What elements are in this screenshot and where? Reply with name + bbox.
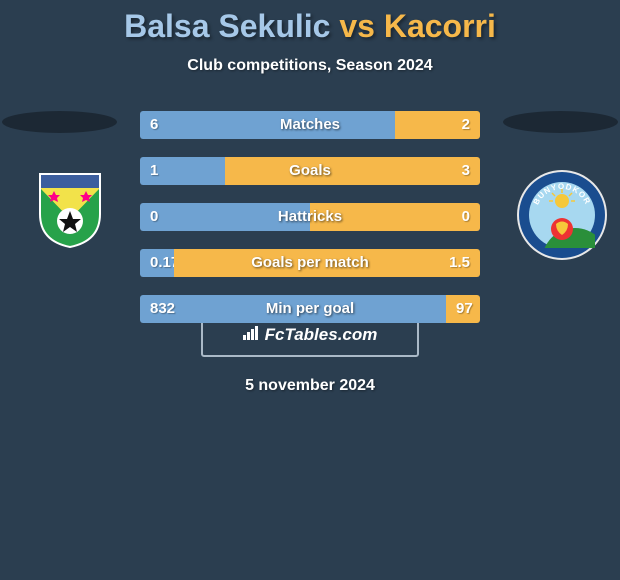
- title-player2: Kacorri: [384, 8, 496, 44]
- stat-right-value: 0: [310, 203, 480, 231]
- stat-left-value: 1: [140, 157, 225, 185]
- stat-row: 62Matches: [140, 111, 480, 139]
- title-vs: vs: [339, 8, 375, 44]
- shadow-left: [2, 111, 117, 133]
- stat-right-value: 1.5: [174, 249, 480, 277]
- stat-left-value: 832: [140, 295, 446, 323]
- team-crest-left: [20, 169, 120, 249]
- stat-right-value: 2: [395, 111, 480, 139]
- team-crest-right: BUNYODKOR: [516, 169, 608, 261]
- stat-row: 0.171.5Goals per match: [140, 249, 480, 277]
- shadow-right: [503, 111, 618, 133]
- stat-right-value: 3: [225, 157, 480, 185]
- title-player1: Balsa Sekulic: [124, 8, 330, 44]
- stat-left-value: 6: [140, 111, 395, 139]
- stat-right-value: 97: [446, 295, 480, 323]
- stat-left-value: 0.17: [140, 249, 174, 277]
- date-text: 5 november 2024: [0, 377, 620, 395]
- stat-left-value: 0: [140, 203, 310, 231]
- page-title: Balsa Sekulic vs Kacorri: [0, 0, 620, 45]
- subtitle: Club competitions, Season 2024: [0, 57, 620, 75]
- stat-row: 00Hattricks: [140, 203, 480, 231]
- stat-row: 83297Min per goal: [140, 295, 480, 323]
- stat-bars: 62Matches 13Goals 00Hattricks 0.171.5Goals …: [140, 111, 480, 341]
- stat-row: 13Goals: [140, 157, 480, 185]
